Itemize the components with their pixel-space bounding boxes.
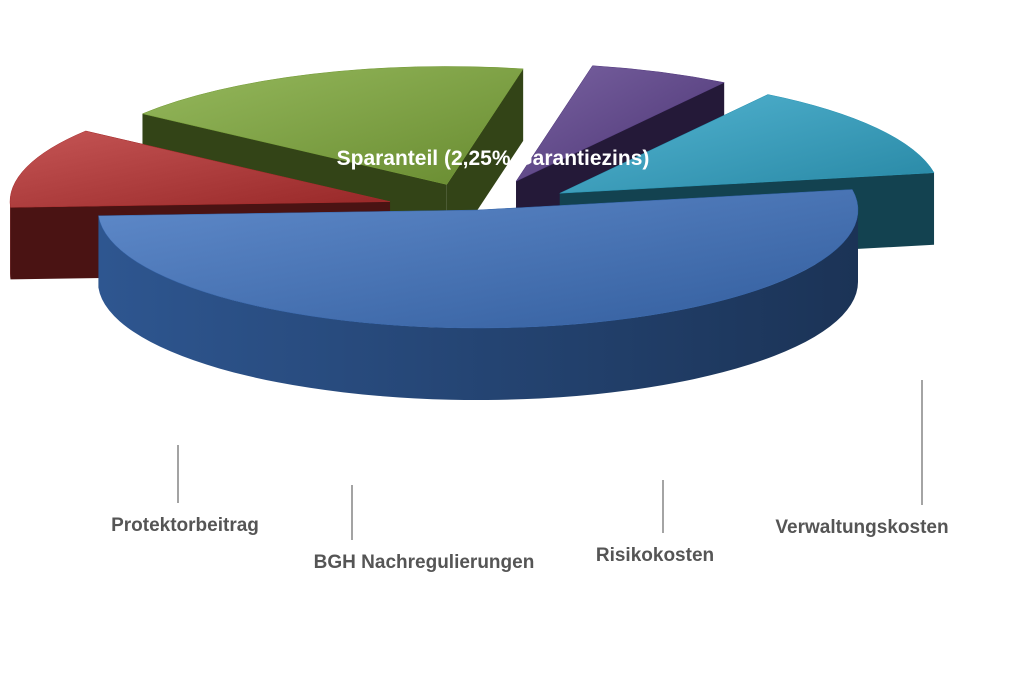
slice-label-3: Risikokosten (596, 545, 714, 566)
pie-slice-1 (98, 189, 859, 401)
slice-label-5: Protektorbeitrag (111, 515, 259, 536)
slice-label-4: BGH Nachregulierungen (314, 552, 535, 573)
slice-label-2: Verwaltungskosten (775, 517, 948, 538)
slice-label-1: Sparanteil (2,25% Garantiezins) (337, 147, 650, 170)
